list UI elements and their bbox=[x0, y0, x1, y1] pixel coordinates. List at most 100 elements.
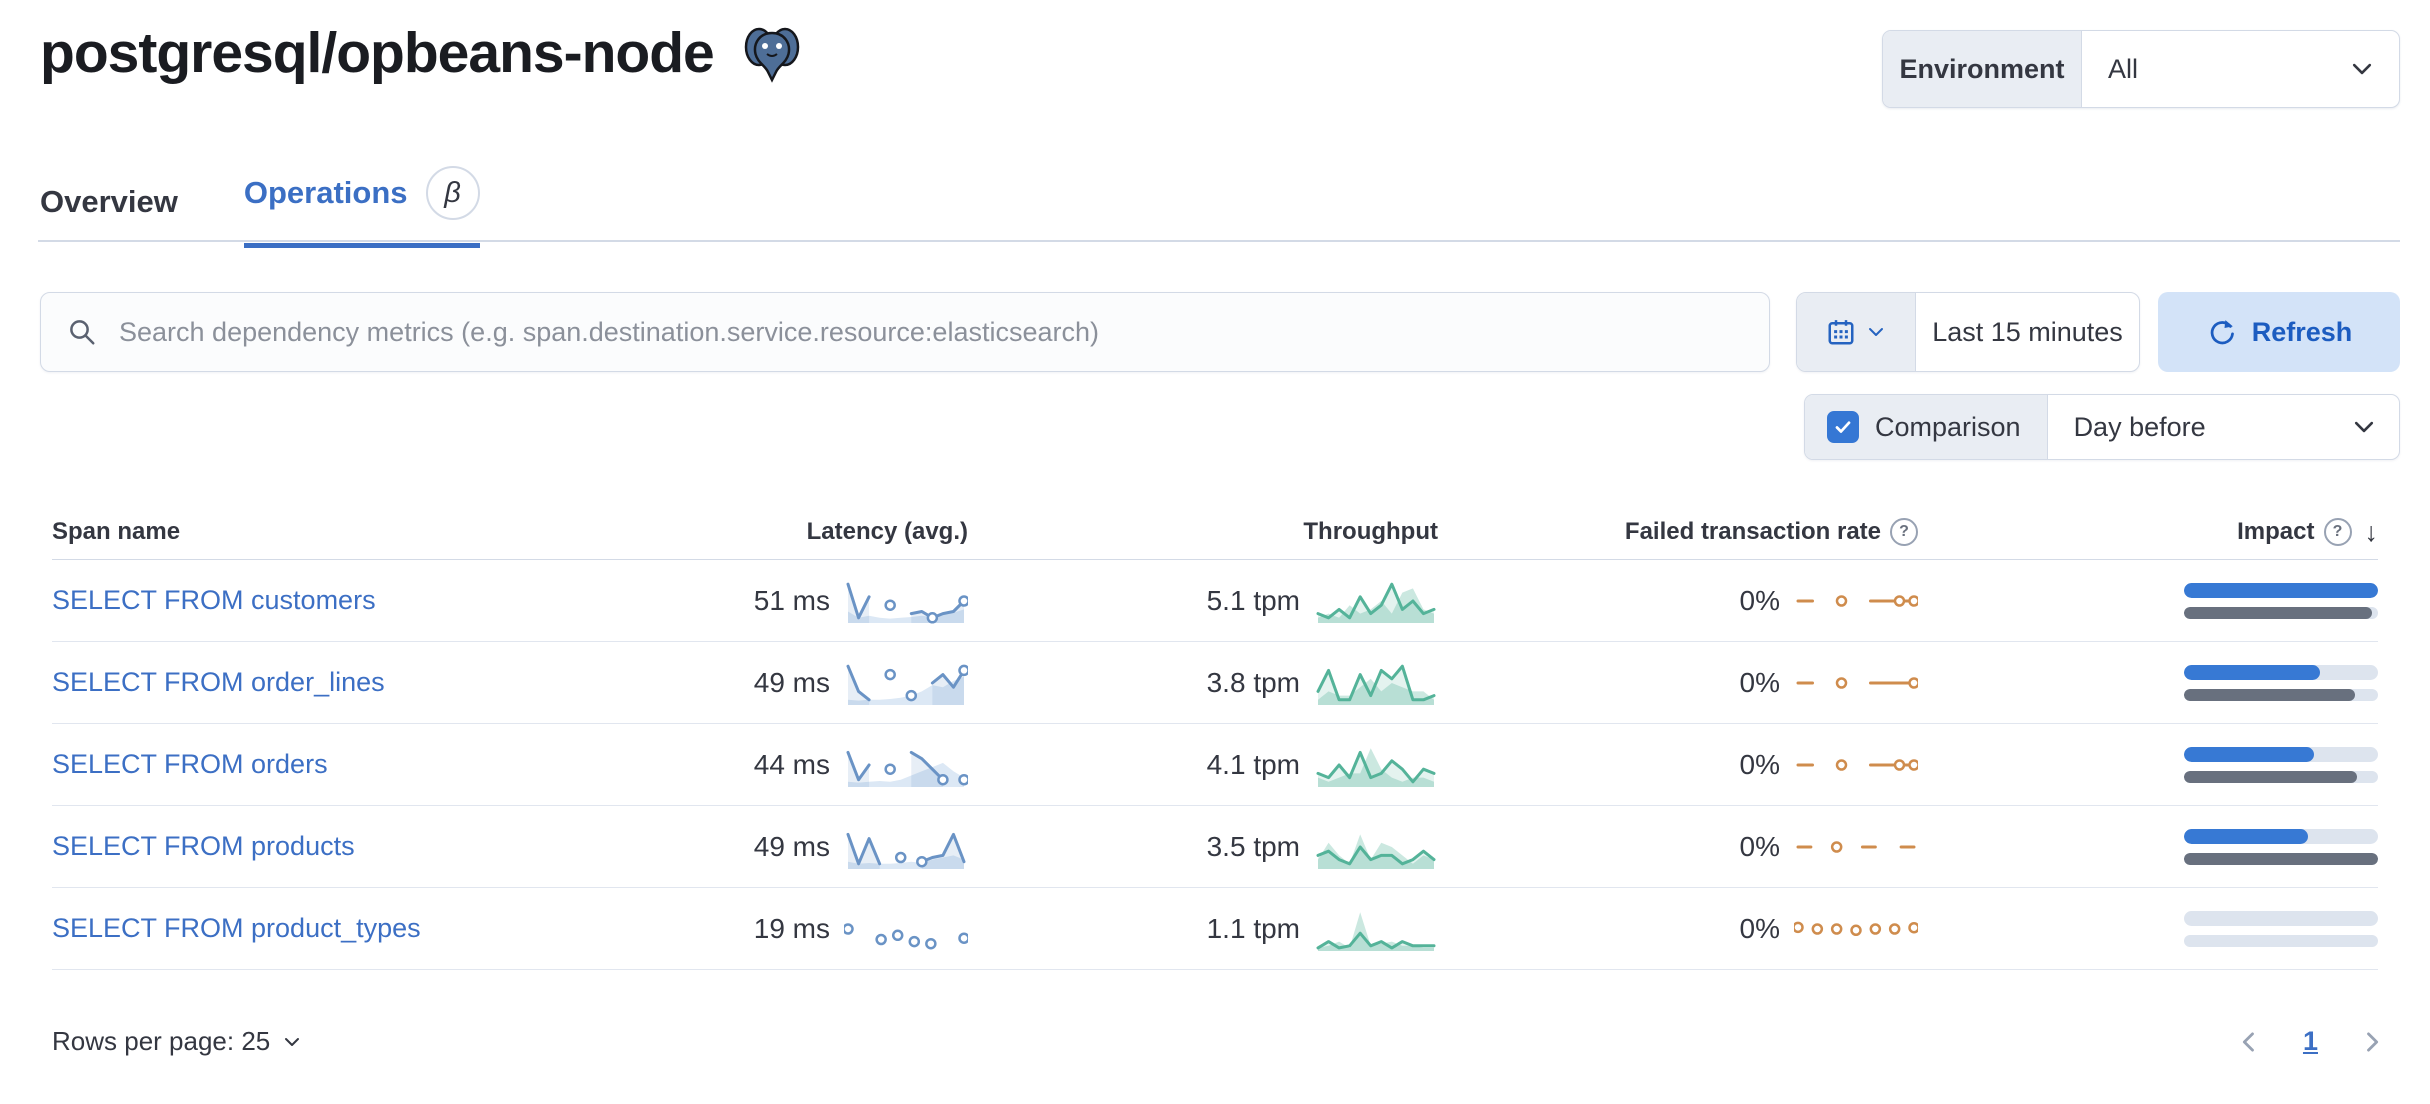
environment-value: All bbox=[2108, 53, 2139, 84]
span-name-link[interactable]: SELECT FROM orders bbox=[52, 749, 328, 779]
rows-per-page-label: Rows per page: 25 bbox=[52, 1026, 271, 1056]
span-name-link[interactable]: SELECT FROM order_lines bbox=[52, 667, 385, 697]
tab-overview[interactable]: Overview bbox=[40, 184, 178, 248]
page-header: postgresql/opbeans-node bbox=[40, 20, 804, 86]
latency-sparkline bbox=[846, 750, 968, 787]
impact-bars bbox=[2184, 746, 2378, 783]
latency-sparkline bbox=[846, 664, 968, 705]
throughput-sparkline bbox=[1316, 833, 1436, 869]
column-header-impact[interactable]: Impact ? ↓ bbox=[2237, 516, 2379, 547]
impact-bar-current-track bbox=[2184, 664, 2378, 680]
refresh-label: Refresh bbox=[2251, 316, 2353, 347]
help-icon[interactable]: ? bbox=[2323, 518, 2352, 546]
search-icon bbox=[70, 320, 95, 345]
table-row: SELECT FROM products 49 ms 3.5 tpm 0% bbox=[52, 806, 2378, 888]
throughput-value: 4.1 tpm bbox=[1206, 748, 1300, 780]
chevron-down-icon bbox=[2354, 421, 2374, 433]
tabs-divider bbox=[38, 240, 2400, 242]
comparison-label: Comparison bbox=[1875, 411, 2021, 442]
impact-bars bbox=[2184, 582, 2378, 619]
impact-bar-previous-track bbox=[2184, 852, 2378, 865]
chevron-left-icon bbox=[2242, 1031, 2254, 1052]
failed-rate-value: 0% bbox=[1739, 830, 1780, 862]
impact-bar-current bbox=[2184, 582, 2378, 598]
latency-value: 49 ms bbox=[753, 666, 830, 698]
failed-rate-sparkline bbox=[1794, 921, 1918, 936]
throughput-value: 1.1 tpm bbox=[1206, 912, 1300, 944]
time-range-button[interactable]: Last 15 minutes bbox=[1916, 293, 2139, 371]
environment-select[interactable]: Environment All bbox=[1882, 30, 2400, 108]
date-picker-menu-button[interactable] bbox=[1797, 293, 1916, 371]
throughput-value: 3.8 tpm bbox=[1206, 666, 1300, 698]
latency-value: 51 ms bbox=[753, 584, 830, 616]
tab-overview-label: Overview bbox=[40, 184, 178, 219]
postgresql-elephant-icon bbox=[744, 27, 799, 83]
comparison-select[interactable]: Day before bbox=[2048, 395, 2399, 459]
time-range-value: Last 15 minutes bbox=[1932, 316, 2123, 347]
check-icon bbox=[1835, 421, 1851, 433]
tab-operations[interactable]: Operations β bbox=[243, 166, 480, 248]
sort-desc-icon: ↓ bbox=[2364, 516, 2379, 547]
latency-sparkline bbox=[846, 582, 968, 624]
failed-rate-value: 0% bbox=[1739, 912, 1780, 944]
table-row: SELECT FROM order_lines 49 ms 3.8 tpm 0% bbox=[52, 642, 2378, 724]
column-header-failed-rate[interactable]: Failed transaction rate ? bbox=[1438, 518, 1918, 546]
toolbar: Last 15 minutes Refresh bbox=[40, 292, 2400, 372]
failed-rate-value: 0% bbox=[1739, 666, 1780, 698]
environment-label: Environment bbox=[1883, 31, 2082, 107]
page-title: postgresql/opbeans-node bbox=[40, 21, 715, 85]
refresh-icon bbox=[2210, 320, 2234, 345]
impact-bars bbox=[2184, 664, 2378, 701]
impact-bar-current-track bbox=[2184, 582, 2378, 598]
search-box[interactable] bbox=[40, 292, 1770, 372]
tab-operations-label: Operations bbox=[243, 175, 408, 210]
operations-table: Span name Latency (avg.) Throughput Fail… bbox=[52, 505, 2378, 970]
date-picker: Last 15 minutes bbox=[1796, 292, 2140, 372]
impact-bar-current-track bbox=[2184, 746, 2378, 762]
failed-rate-sparkline bbox=[1796, 676, 1918, 689]
help-icon[interactable]: ? bbox=[1890, 518, 1918, 546]
impact-bar-previous bbox=[2184, 606, 2373, 619]
span-name-link[interactable]: SELECT FROM products bbox=[52, 831, 355, 861]
comparison-value: Day before bbox=[2073, 411, 2206, 442]
table-body: SELECT FROM customers 51 ms 5.1 tpm 0% bbox=[52, 560, 2378, 970]
search-input[interactable] bbox=[117, 315, 1743, 349]
span-name-link[interactable]: SELECT FROM product_types bbox=[52, 913, 421, 943]
column-header-latency[interactable]: Latency (avg.) bbox=[806, 518, 968, 545]
previous-page-button[interactable] bbox=[2235, 1028, 2263, 1056]
impact-bar-previous-track bbox=[2184, 934, 2378, 947]
table-header-row: Span name Latency (avg.) Throughput Fail… bbox=[52, 505, 2378, 560]
throughput-sparkline bbox=[1316, 582, 1436, 623]
span-name-link[interactable]: SELECT FROM customers bbox=[52, 585, 376, 615]
next-page-button[interactable] bbox=[2358, 1028, 2386, 1056]
table-row: SELECT FROM orders 44 ms 4.1 tpm 0% bbox=[52, 724, 2378, 806]
throughput-sparkline bbox=[1316, 747, 1436, 787]
throughput-value: 5.1 tpm bbox=[1206, 584, 1300, 616]
page-number-button[interactable]: 1 bbox=[2302, 1026, 2318, 1056]
refresh-button[interactable]: Refresh bbox=[2158, 292, 2400, 372]
column-header-span-name[interactable]: Span name bbox=[52, 518, 181, 545]
table-row: SELECT FROM product_types 19 ms 1.1 tpm … bbox=[52, 888, 2378, 970]
impact-bar-current bbox=[2184, 746, 2314, 762]
throughput-value: 3.5 tpm bbox=[1206, 830, 1300, 862]
impact-bar-previous bbox=[2184, 688, 2355, 701]
impact-bar-previous bbox=[2184, 852, 2378, 865]
table-row: SELECT FROM customers 51 ms 5.1 tpm 0% bbox=[52, 560, 2378, 642]
comparison-control: Comparison Day before bbox=[1804, 394, 2400, 460]
impact-bars bbox=[2184, 910, 2378, 947]
column-header-throughput[interactable]: Throughput bbox=[1303, 518, 1438, 545]
impact-bar-previous-track bbox=[2184, 688, 2378, 701]
table-footer: Rows per page: 25 1 bbox=[52, 1026, 2386, 1057]
chevron-down-icon bbox=[1869, 328, 1883, 336]
throughput-sparkline bbox=[1316, 911, 1436, 951]
beta-badge: β bbox=[425, 166, 480, 220]
comparison-checkbox[interactable] bbox=[1827, 411, 1859, 443]
rows-per-page-button[interactable]: Rows per page: 25 bbox=[52, 1026, 302, 1057]
latency-sparkline bbox=[846, 832, 966, 869]
latency-value: 49 ms bbox=[753, 830, 830, 862]
latency-sparkline bbox=[844, 922, 968, 949]
chevron-down-icon bbox=[2352, 63, 2372, 75]
failed-rate-value: 0% bbox=[1739, 748, 1780, 780]
impact-bar-current bbox=[2184, 664, 2320, 680]
